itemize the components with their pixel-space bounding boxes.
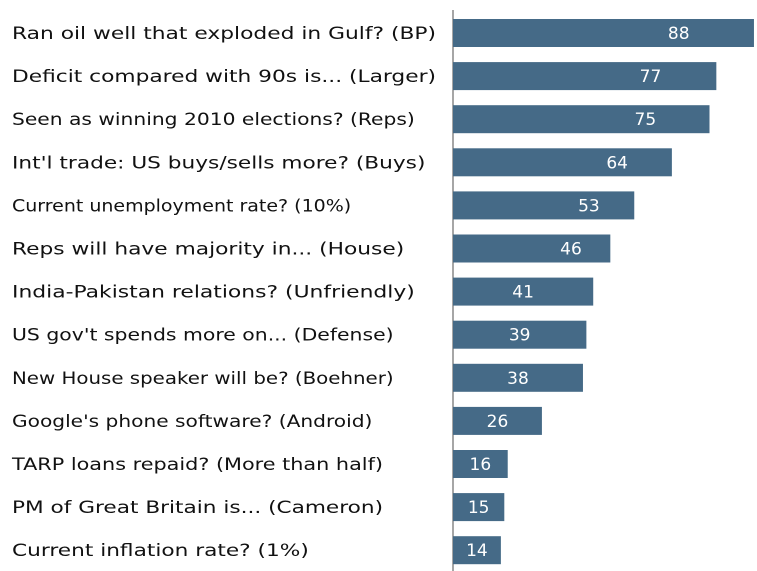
data-label: 14 <box>466 541 488 561</box>
category-label: Deficit compared with 90s is... (Larger) <box>12 67 436 87</box>
bar <box>453 493 505 522</box>
data-label: 46 <box>560 240 582 260</box>
category-label: New House speaker will be? (Boehner) <box>12 369 394 389</box>
category-label: Ran oil well that exploded in Gulf? (BP) <box>12 24 436 44</box>
data-label: 39 <box>509 326 531 346</box>
category-label: Current inflation rate? (1%) <box>12 541 309 561</box>
category-label: Reps will have majority in... (House) <box>12 240 404 260</box>
bar <box>453 277 594 306</box>
data-label: 26 <box>487 412 509 432</box>
data-label: 75 <box>635 110 657 130</box>
bar <box>453 19 754 47</box>
data-label: 41 <box>512 283 534 303</box>
bar <box>453 320 587 349</box>
category-label: Current unemployment rate? (10%) <box>12 196 351 216</box>
bar <box>453 363 583 392</box>
data-label: 15 <box>468 498 490 518</box>
bar <box>453 406 542 435</box>
data-label: 53 <box>578 196 600 216</box>
bar <box>453 234 611 263</box>
data-label: 38 <box>507 369 529 389</box>
data-label: 77 <box>640 67 662 87</box>
bar <box>453 105 710 134</box>
data-label: 88 <box>668 24 690 44</box>
category-label: TARP loans repaid? (More than half) <box>11 455 383 475</box>
category-label: India-Pakistan relations? (Unfriendly) <box>12 283 415 303</box>
bar <box>453 450 508 478</box>
category-label: US gov't spends more on... (Defense) <box>12 326 394 346</box>
category-label: Google's phone software? (Android) <box>12 412 372 432</box>
bar <box>453 62 717 91</box>
category-label: PM of Great Britain is... (Cameron) <box>12 498 383 518</box>
category-label: Int'l trade: US buys/sells more? (Buys) <box>12 153 425 173</box>
category-label: Seen as winning 2010 elections? (Reps) <box>12 110 415 130</box>
data-label: 64 <box>606 153 628 173</box>
bar <box>453 148 672 177</box>
bar <box>453 536 501 565</box>
data-label: 16 <box>470 455 492 475</box>
bar <box>453 191 635 220</box>
bars-group: 88 Ran oil well that exploded in Gulf? (B… <box>11 19 754 565</box>
